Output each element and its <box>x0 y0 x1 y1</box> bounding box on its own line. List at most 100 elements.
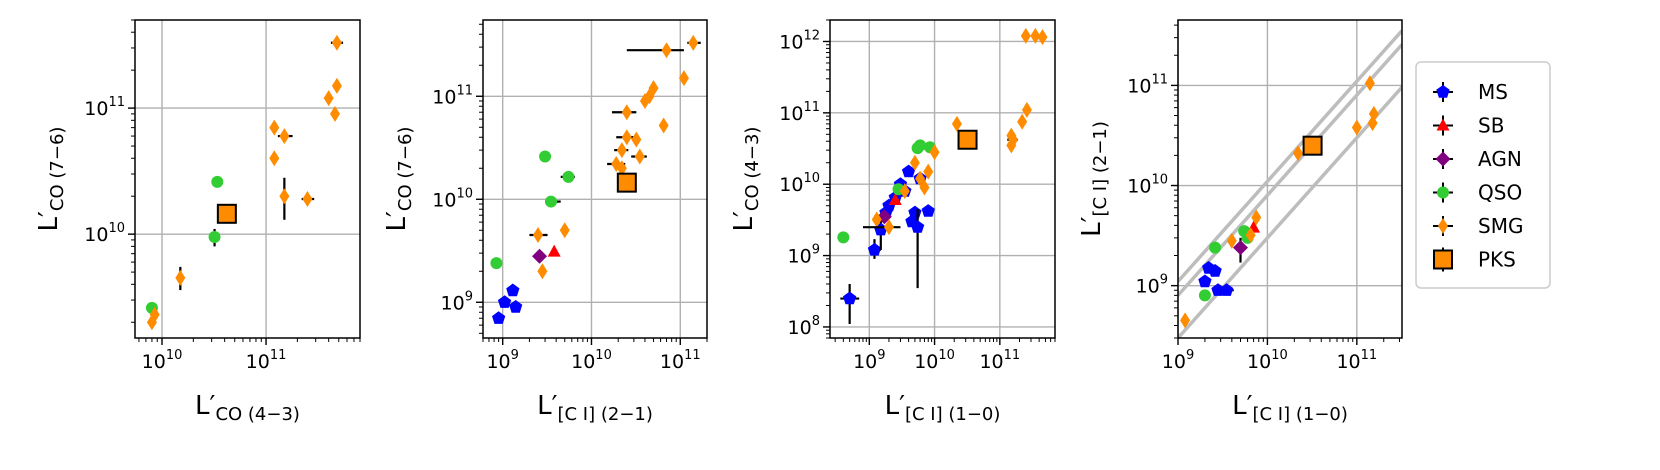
grid <box>830 20 1055 338</box>
x-tick-label: 1010 <box>914 348 955 373</box>
x-tick-label: 1011 <box>1336 348 1377 373</box>
point-smg <box>1008 131 1019 148</box>
svg-text:L′[C I] (2−1): L′[C I] (2−1) <box>1077 121 1111 237</box>
legend-label: MS <box>1478 80 1508 104</box>
legend-marker-qso <box>1437 186 1449 199</box>
data-points <box>145 34 344 331</box>
legend-marker-ms <box>1436 85 1450 98</box>
data-points <box>1180 75 1379 329</box>
point-smg <box>923 163 934 180</box>
point-smg <box>644 88 655 105</box>
point-smg <box>1251 209 1262 226</box>
point-smg <box>302 191 313 208</box>
point-smg <box>1180 312 1191 329</box>
y-axis-label: L′CO (7−6) <box>34 127 68 232</box>
legend-label: AGN <box>1478 147 1522 171</box>
x-tick-label: 1011 <box>660 348 701 373</box>
y-tick-label: 1011 <box>84 95 125 120</box>
point-qso <box>211 175 224 188</box>
point-smg <box>533 226 544 243</box>
point-smg <box>871 211 882 228</box>
x-tick-label: 109 <box>1162 348 1194 373</box>
legend-marker-sb <box>1436 118 1450 131</box>
point-qso <box>837 231 850 244</box>
point-ms <box>1198 274 1212 288</box>
y-tick-label: 1010 <box>1127 173 1168 198</box>
point-qso <box>1209 241 1222 254</box>
point-smg <box>919 179 930 196</box>
point-qso <box>490 257 503 270</box>
point-smg <box>331 34 342 51</box>
point-smg <box>631 131 642 148</box>
point-smg <box>1030 27 1041 44</box>
point-smg <box>279 188 290 205</box>
x-tick-label: 1010 <box>571 348 612 373</box>
point-smg <box>1368 105 1379 122</box>
point-pks <box>1302 135 1323 156</box>
point-sb <box>888 193 902 206</box>
legend-item-ms: MS <box>1433 80 1508 104</box>
point-ms <box>867 242 882 256</box>
svg-text:L′[C I] (1−0): L′[C I] (1−0) <box>885 391 1001 425</box>
point-pks <box>216 203 237 224</box>
point-smg <box>1021 101 1032 118</box>
legend-item-qso: QSO <box>1433 181 1522 205</box>
reference-lines <box>1178 29 1402 338</box>
point-qso <box>208 230 221 243</box>
point-smg <box>329 105 340 122</box>
point-agn <box>1232 240 1248 256</box>
point-smg <box>1351 119 1362 136</box>
data-points <box>490 34 701 324</box>
point-qso <box>562 170 575 183</box>
point-smg <box>149 306 160 323</box>
point-smg <box>331 77 342 94</box>
point-smg <box>1364 75 1375 92</box>
x-tick-label: 109 <box>486 348 518 373</box>
point-smg <box>1037 29 1048 46</box>
data-points <box>837 27 1048 324</box>
point-ms <box>843 291 857 305</box>
y-tick-label: 1010 <box>779 171 820 196</box>
point-smg <box>634 148 645 165</box>
legend-item-pks: PKS <box>1433 247 1516 272</box>
y-tick-label: 108 <box>788 314 820 339</box>
y-tick-label: 1010 <box>84 221 125 246</box>
point-smg <box>175 269 186 286</box>
x-tick-label: 1011 <box>979 348 1020 373</box>
ratio-line <box>1178 29 1402 283</box>
legend-label: QSO <box>1478 181 1522 205</box>
x-axis-label: L′CO (4−3) <box>195 391 300 425</box>
point-agn <box>532 248 548 264</box>
y-tick-label: 109 <box>1136 273 1168 298</box>
svg-text:L′CO (4−3): L′CO (4−3) <box>729 127 763 232</box>
y-tick-label: 109 <box>441 289 473 314</box>
point-ms <box>1211 283 1225 296</box>
legend-label: SB <box>1478 114 1504 138</box>
point-qso <box>1198 289 1211 302</box>
legend-label: SMG <box>1478 214 1523 238</box>
point-smg <box>899 183 910 200</box>
point-smg <box>621 129 632 146</box>
x-tick-label: 1010 <box>142 348 183 373</box>
svg-text:L′[C I] (2−1): L′[C I] (2−1) <box>537 391 653 425</box>
point-smg <box>279 128 290 145</box>
point-smg <box>929 144 940 161</box>
point-smg <box>909 154 920 171</box>
svg-text:L′CO (7−6): L′CO (7−6) <box>382 127 416 232</box>
point-qso <box>545 195 558 208</box>
point-smg <box>661 42 672 59</box>
point-smg <box>1017 113 1028 130</box>
point-ms <box>492 311 506 324</box>
point-pks <box>616 172 637 193</box>
x-axis-label: L′[C I] (1−0) <box>1232 391 1348 425</box>
point-smg <box>616 160 627 177</box>
point-ms <box>921 204 935 217</box>
panel-1: 1010 1011 1010 1011 L′CO (4−3) L′CO (7−6) <box>34 19 361 425</box>
legend-item-agn: AGN <box>1433 147 1522 171</box>
panel-2: 109 1010 1011 109 1010 1011 L′[C I] (2−1) L′CO … <box>382 19 708 425</box>
point-smg <box>1293 145 1304 162</box>
x-axis-label: L′[C I] (2−1) <box>537 391 653 425</box>
plot-frame <box>1177 19 1403 339</box>
legend-marker-smg <box>1438 218 1448 234</box>
x-tick-label: 1011 <box>246 348 287 373</box>
